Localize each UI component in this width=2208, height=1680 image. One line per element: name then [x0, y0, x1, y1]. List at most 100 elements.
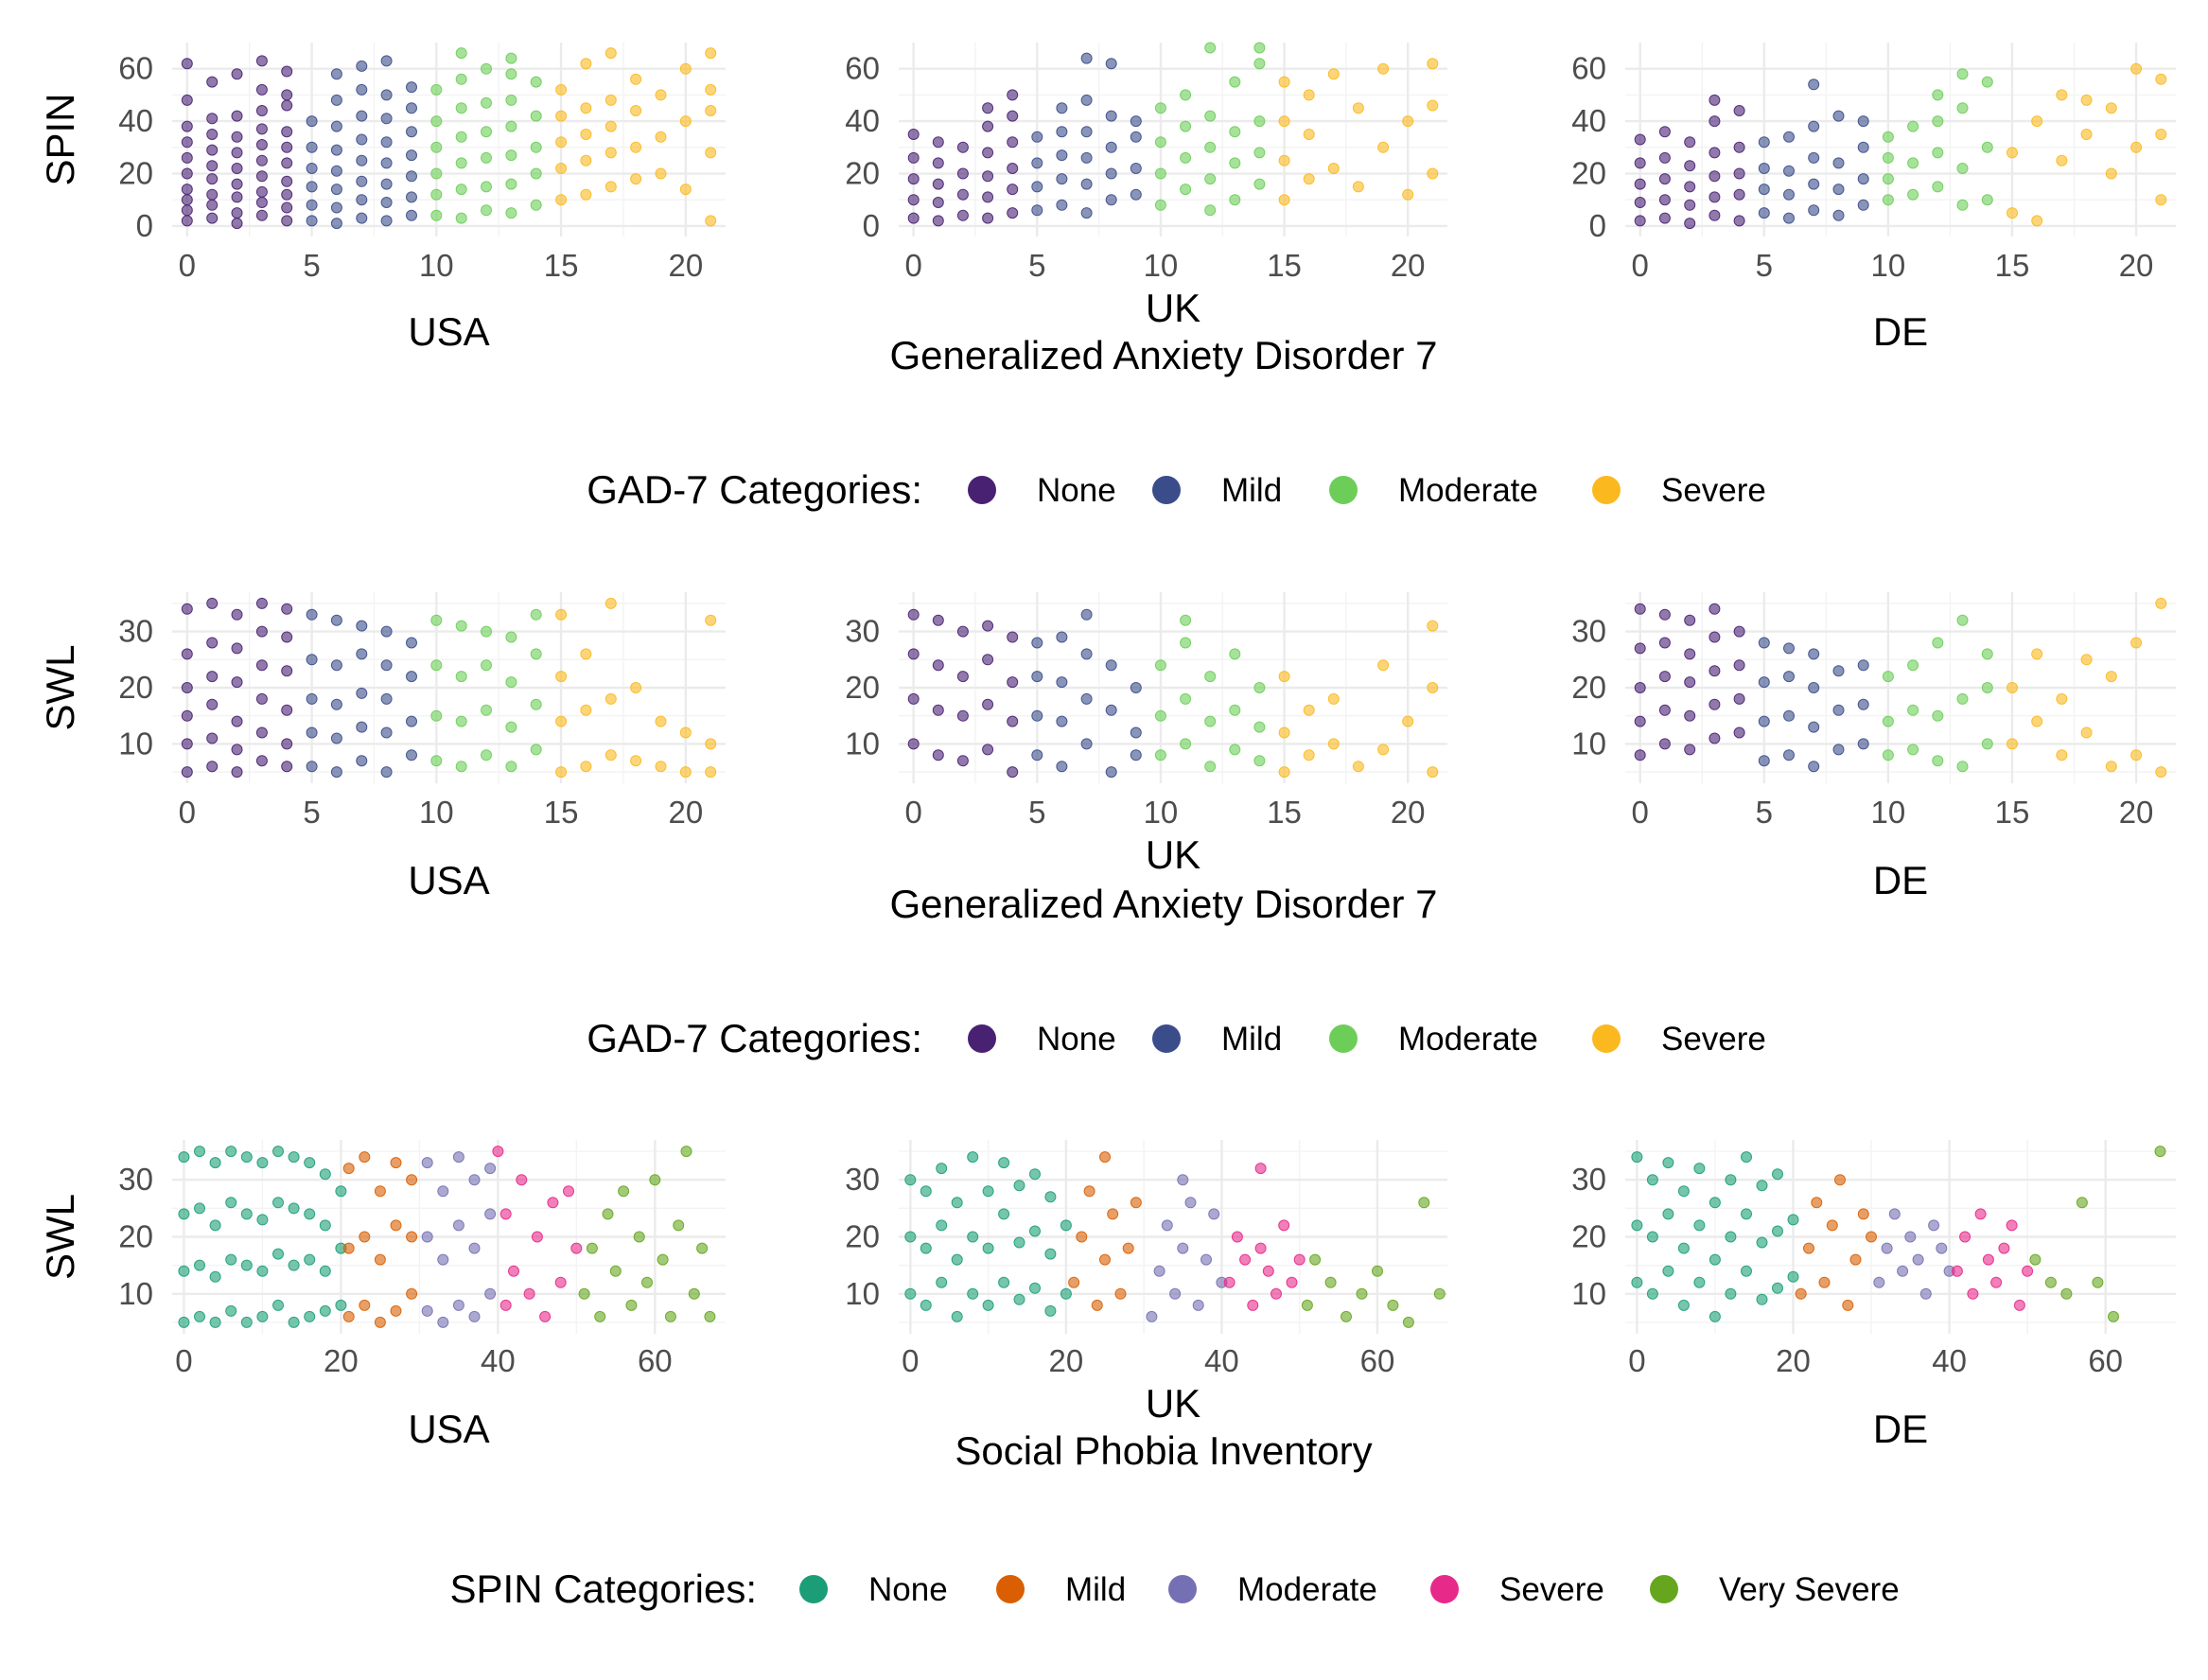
x-tick-label: 20 [2119, 795, 2154, 830]
data-point-none [181, 58, 193, 70]
data-point-none [281, 761, 293, 773]
y-tick-label: 40 [1571, 103, 1606, 138]
data-point-none [932, 614, 944, 626]
data-point-none [1634, 642, 1646, 655]
data-point-none [982, 620, 994, 632]
data-point-mild [356, 194, 368, 206]
legend-row3: SPIN Categories: None Mild Moderate Severe Ve… [450, 1566, 1900, 1611]
data-point-none [288, 1202, 300, 1215]
data-point-none [255, 625, 268, 638]
data-point-mild [1080, 648, 1093, 660]
data-point-none [951, 1253, 963, 1266]
data-point-severe [1377, 659, 1390, 672]
data-point-mild [1130, 726, 1142, 739]
data-point-none [255, 185, 268, 198]
data-point-moderate [1932, 637, 1944, 649]
data-point-mild [1130, 1197, 1142, 1209]
data-point-moderate [1907, 704, 1919, 716]
data-point-mild [1783, 165, 1795, 177]
data-point-severe [605, 47, 617, 60]
data-point-mild [390, 1304, 402, 1317]
points-layer [181, 597, 717, 779]
data-point-mild [356, 648, 368, 660]
y-axis-title: SWL [38, 644, 82, 730]
data-point-none [272, 1146, 284, 1158]
data-point-none [1029, 1282, 1041, 1294]
data-point-moderate [1192, 1299, 1204, 1311]
data-point-severe [555, 110, 568, 122]
data-point-none [907, 738, 920, 750]
data-point-severe [554, 1276, 567, 1288]
data-point-severe [655, 131, 667, 143]
data-point-severe [1303, 749, 1315, 761]
y-tick-label: 30 [118, 614, 153, 649]
data-point-very-severe [696, 1242, 709, 1254]
data-point-severe [2105, 671, 2117, 683]
data-point-moderate [1204, 715, 1217, 727]
data-point-mild [1105, 141, 1117, 153]
data-point-none [206, 188, 219, 201]
data-point-severe [2130, 637, 2143, 649]
data-point-moderate [1200, 1253, 1212, 1266]
y-tick-label: 10 [1571, 726, 1606, 761]
data-point-moderate [481, 659, 492, 672]
data-point-mild [1783, 749, 1795, 761]
data-point-mild [1758, 136, 1770, 149]
data-point-none [194, 1259, 205, 1271]
data-point-mild [356, 110, 368, 122]
data-point-severe [1278, 671, 1290, 683]
data-point-moderate [455, 620, 467, 632]
data-point-mild [356, 620, 368, 632]
data-point-severe [2130, 62, 2143, 75]
data-point-mild [1808, 79, 1820, 91]
data-point-moderate [421, 1157, 433, 1169]
y-tick-label: 20 [1571, 670, 1606, 705]
data-point-moderate [1229, 126, 1241, 138]
data-point-moderate [1981, 76, 1993, 88]
data-point-moderate [455, 73, 467, 85]
data-point-severe [1974, 1208, 1987, 1220]
data-point-mild [330, 144, 342, 156]
data-point-moderate [1253, 755, 1266, 767]
data-point-none [231, 642, 243, 655]
data-point-none [920, 1242, 932, 1254]
data-point-mild [406, 149, 417, 162]
data-point-none [319, 1168, 331, 1181]
data-point-none [1772, 1168, 1783, 1181]
data-point-none [255, 83, 268, 96]
data-point-moderate [481, 704, 492, 716]
data-point-mild [1758, 676, 1770, 689]
data-point-moderate [468, 1174, 481, 1186]
data-point-mild [330, 766, 342, 779]
y-tick-label: 0 [136, 208, 153, 243]
data-point-none [181, 136, 193, 149]
data-point-moderate [505, 149, 517, 162]
data-point-none [1007, 676, 1019, 689]
data-point-moderate [1981, 194, 1993, 206]
data-point-moderate [1981, 738, 1993, 750]
data-point-severe [1427, 167, 1439, 180]
data-point-mild [1099, 1151, 1111, 1164]
x-tick-label: 20 [668, 795, 703, 830]
x-tick-label: 40 [1932, 1343, 1967, 1378]
y-tick-label: 30 [845, 1162, 880, 1197]
data-point-none [255, 659, 268, 672]
data-point-none [194, 1310, 205, 1322]
data-point-mild [342, 1163, 355, 1175]
data-point-none [1658, 173, 1671, 185]
data-point-mild [1130, 115, 1142, 128]
data-point-none [982, 191, 994, 203]
data-point-moderate [1154, 102, 1166, 114]
data-point-none [240, 1208, 253, 1220]
data-point-none [1684, 676, 1696, 689]
data-point-none [1044, 1304, 1057, 1317]
data-point-severe [1278, 154, 1290, 166]
data-point-none [1733, 625, 1745, 638]
data-point-severe [580, 154, 592, 166]
data-point-moderate [505, 120, 517, 132]
data-point-none [932, 178, 944, 190]
x-tick-label: 15 [1267, 248, 1302, 283]
data-point-moderate [530, 76, 542, 88]
legend-row1: GAD-7 Categories: None Mild Moderate Severe [587, 467, 1766, 512]
data-point-mild [1832, 157, 1845, 169]
